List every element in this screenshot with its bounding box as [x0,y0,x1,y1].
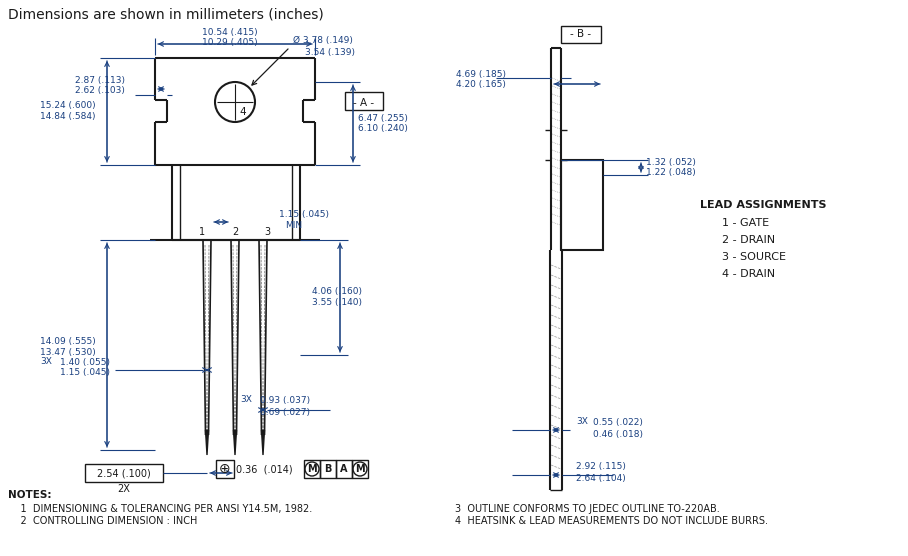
Text: 2.87 (.113): 2.87 (.113) [75,76,125,85]
Text: M: M [307,464,317,474]
Text: B: B [324,464,331,474]
Text: 3X: 3X [240,395,252,405]
Text: 1.15 (.045): 1.15 (.045) [60,369,110,378]
Bar [304,460,320,478]
Text: - B -: - B - [570,29,592,39]
Text: 1.22 (.048): 1.22 (.048) [646,168,696,177]
Text: LEAD ASSIGNMENTS: LEAD ASSIGNMENTS [700,200,826,210]
Text: 2.64 (.104): 2.64 (.104) [576,474,626,484]
Text: 1.32 (.052): 1.32 (.052) [646,158,696,167]
Text: 14.84 (.584): 14.84 (.584) [40,112,95,121]
Text: 4: 4 [239,107,246,117]
Text: 4.06 (.160): 4.06 (.160) [312,287,362,296]
Polygon shape [233,430,236,455]
Text: 2X: 2X [117,484,131,494]
Text: A: A [340,464,348,474]
Text: NOTES:: NOTES: [8,490,52,500]
Text: 14.09 (.555): 14.09 (.555) [40,337,95,346]
Text: 2 - DRAIN: 2 - DRAIN [722,235,775,245]
Bar [561,160,603,250]
Text: 2: 2 [232,227,238,237]
Text: 1  DIMENSIONING & TOLERANCING PER ANSI Y14.5M, 1982.: 1 DIMENSIONING & TOLERANCING PER ANSI Y1… [8,504,312,514]
Bar [320,460,336,478]
Bar [85,464,163,482]
Text: ⊕: ⊕ [219,462,231,476]
Text: 2.92 (.115): 2.92 (.115) [576,463,626,471]
Text: 4.69 (.185): 4.69 (.185) [456,70,506,78]
Text: - A -: - A - [353,98,375,108]
Text: M: M [355,464,365,474]
Text: 1 - GATE: 1 - GATE [722,218,769,228]
Text: 2  CONTROLLING DIMENSION : INCH: 2 CONTROLLING DIMENSION : INCH [8,516,197,526]
Text: 0.93 (.037): 0.93 (.037) [260,395,311,405]
Text: 13.47 (.530): 13.47 (.530) [40,348,95,357]
Text: 10.54 (.415): 10.54 (.415) [202,28,258,37]
Text: 3 - SOURCE: 3 - SOURCE [722,252,786,262]
Polygon shape [262,430,264,455]
Text: 3.54 (.139): 3.54 (.139) [305,47,355,57]
Text: 10.29 (.405): 10.29 (.405) [202,38,258,47]
Bar [345,92,383,110]
Bar [561,26,601,43]
Bar [216,460,234,478]
Text: 1.15 (.045): 1.15 (.045) [279,211,329,220]
Text: MIN: MIN [285,221,302,231]
Bar [336,460,352,478]
Text: 15.24 (.600): 15.24 (.600) [40,101,95,110]
Text: 2.62 (.103): 2.62 (.103) [75,86,125,95]
Text: 3X: 3X [576,418,587,426]
Text: 0.36  (.014): 0.36 (.014) [236,464,292,474]
Text: 3.55 (.140): 3.55 (.140) [312,298,362,307]
Text: 3  OUTLINE CONFORMS TO JEDEC OUTLINE TO-220AB.: 3 OUTLINE CONFORMS TO JEDEC OUTLINE TO-2… [455,504,720,514]
Text: 1.40 (.055): 1.40 (.055) [60,358,110,366]
Text: 2.54 (.100): 2.54 (.100) [97,468,151,478]
Polygon shape [205,430,209,455]
Text: 1: 1 [199,227,205,237]
Text: 0.69 (.027): 0.69 (.027) [260,408,310,416]
Text: 4 - DRAIN: 4 - DRAIN [722,269,775,279]
Text: Dimensions are shown in millimeters (inches): Dimensions are shown in millimeters (inc… [8,7,324,21]
Text: 3X: 3X [40,358,52,366]
Bar [352,460,368,478]
Text: 4.20 (.165): 4.20 (.165) [456,81,506,90]
Text: 3: 3 [264,227,270,237]
Text: 0.46 (.018): 0.46 (.018) [593,429,643,439]
Text: Ø 3.78 (.149): Ø 3.78 (.149) [293,36,353,44]
Text: 6.10 (.240): 6.10 (.240) [358,124,408,133]
Text: 6.47 (.255): 6.47 (.255) [358,114,408,123]
Text: 4  HEATSINK & LEAD MEASUREMENTS DO NOT INCLUDE BURRS.: 4 HEATSINK & LEAD MEASUREMENTS DO NOT IN… [455,516,768,526]
Text: 0.55 (.022): 0.55 (.022) [593,418,643,426]
